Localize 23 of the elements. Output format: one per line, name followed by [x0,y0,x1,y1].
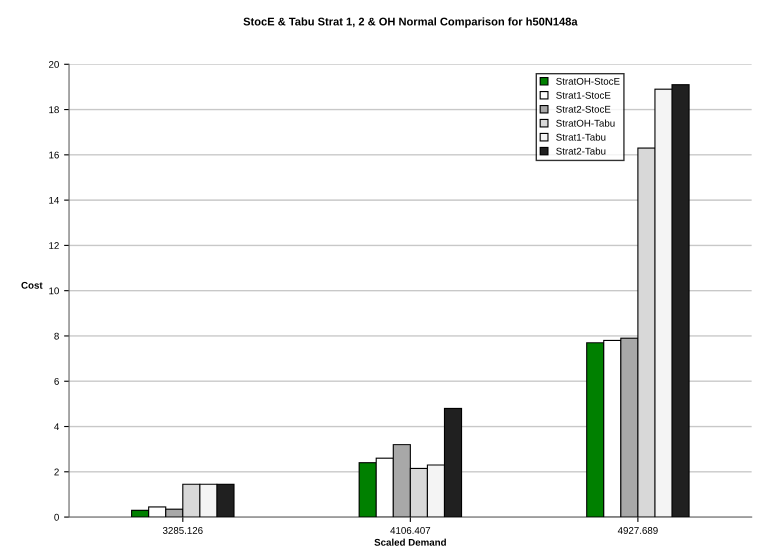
x-axis-title: Scaled Demand [374,538,446,546]
y-tick-label: 16 [49,152,59,158]
y-tick-label: 0 [54,514,59,521]
legend-label: StratOH-StocE [556,78,620,85]
legend-label: Strat1-Tabu [556,134,606,141]
x-tick-label: 4106.407 [390,527,430,534]
legend-label: Strat1-StocE [556,92,610,99]
y-tick-label: 20 [48,61,59,68]
y-tick-label: 10 [49,287,59,294]
y-tick-label: 4 [54,423,60,430]
y-tick-label: 12 [49,242,59,249]
chart-title: StocE & Tabu Strat 1, 2 & OH Normal Comparison for h50N148a [243,17,578,28]
y-axis-title: Cost [21,282,43,289]
x-tick-label: 4927.689 [618,527,658,534]
legend-label: Strat2-Tabu [556,147,606,155]
legend-label: Strat2-StocE [556,106,610,113]
y-tick-label: 6 [54,378,59,385]
x-tick-label: 3285.126 [162,527,203,534]
y-tick-label: 14 [49,196,60,204]
y-tick-label: 18 [49,106,59,114]
legend-label: StratOH-Tabu [556,120,615,127]
y-tick-label: 2 [54,468,59,476]
y-tick-label: 8 [54,332,59,340]
